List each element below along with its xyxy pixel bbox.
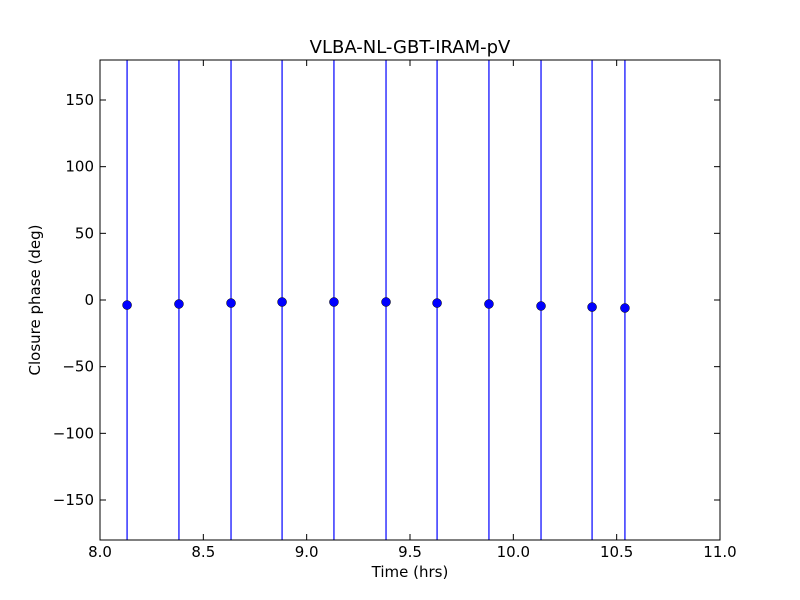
x-tick-label: 10.5	[600, 543, 633, 561]
data-point	[484, 299, 494, 309]
data-point	[381, 297, 391, 307]
data-point	[536, 301, 546, 311]
y-tick-label: −100	[53, 424, 94, 442]
x-tick-label: 11.0	[703, 543, 736, 561]
chart-title: VLBA-NL-GBT-IRAM-pV	[310, 37, 511, 58]
y-tick-label: 100	[65, 158, 94, 176]
x-tick-label: 8.0	[88, 543, 112, 561]
data-point	[432, 298, 442, 308]
data-point	[174, 299, 184, 309]
x-tick-label: 10.0	[497, 543, 530, 561]
y-tick-label: −150	[53, 491, 94, 509]
x-tick-label: 9.5	[398, 543, 422, 561]
y-tick-label: −50	[62, 358, 94, 376]
x-tick-label: 8.5	[191, 543, 215, 561]
data-point	[277, 297, 287, 307]
data-point	[620, 303, 630, 313]
data-point	[226, 298, 236, 308]
data-point	[587, 302, 597, 312]
x-axis-label: Time (hrs)	[371, 563, 449, 581]
y-tick-label: 150	[65, 91, 94, 109]
y-tick-label: 0	[84, 291, 94, 309]
plot-area	[122, 60, 630, 540]
y-axis-label: Closure phase (deg)	[26, 225, 44, 376]
y-tick-label: 50	[75, 224, 94, 242]
x-tick-label: 9.0	[295, 543, 319, 561]
data-point	[122, 300, 132, 310]
data-point	[329, 297, 339, 307]
